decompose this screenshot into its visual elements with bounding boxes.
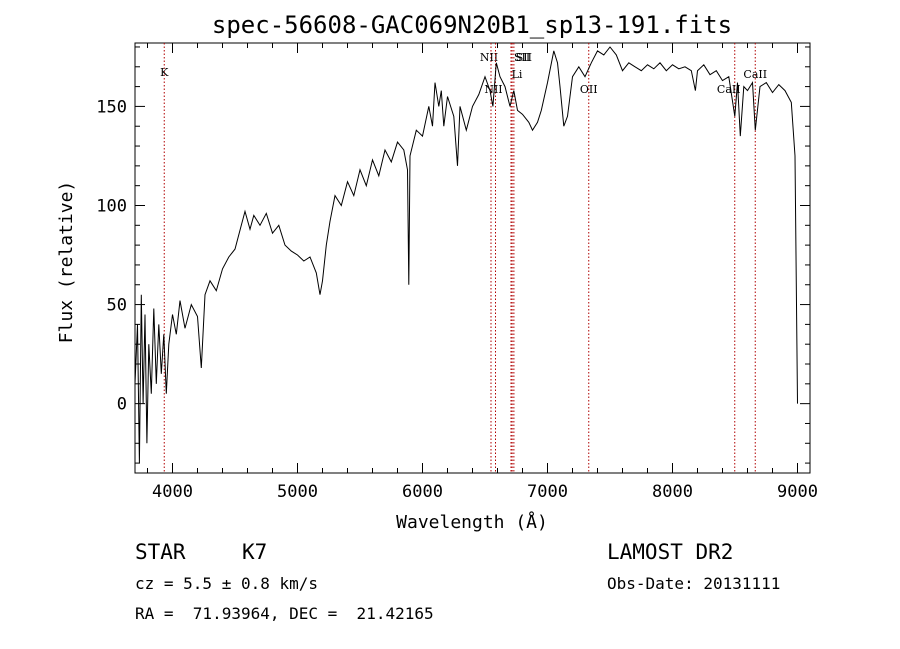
spectral-line-label: K [160,66,169,79]
spectral-line-label: SII [516,51,532,64]
spectral-line-label: CaII [743,68,767,81]
spectral-line-label: CaII [717,83,741,96]
x-axis-label: Wavelength (Å) [396,511,548,533]
redshift-cz: cz = 5.5 ± 0.8 km/s [135,574,319,593]
x-tick-label: 8000 [652,482,693,502]
y-tick-label: 150 [96,97,127,117]
spectrum-chart: spec-56608-GAC069N20B1_sp13-191.fits K NI… [56,11,818,533]
spectral-line-label: OII [580,83,598,96]
y-axis-label: Flux (relative) [56,181,77,344]
ra-dec: RA = 71.93964, DEC = 21.42165 [135,604,434,623]
object-subclass: K7 [242,540,268,564]
chart-title: spec-56608-GAC069N20B1_sp13-191.fits [212,11,732,39]
x-tick-label: 6000 [402,482,443,502]
x-tick-label: 5000 [277,482,318,502]
x-tick-label: 7000 [527,482,568,502]
y-tick-label: 0 [117,395,127,415]
x-tick-label: 9000 [777,482,818,502]
spectral-line-label: NII [480,51,498,64]
spectral-line-label: SII [514,51,530,64]
y-tick-label: 100 [96,196,127,216]
observation-date: Obs-Date: 20131111 [607,574,781,593]
x-tick-label: 4000 [152,482,193,502]
object-class: STAR [135,540,186,564]
y-tick-label: 50 [107,296,127,316]
survey-name: LAMOST DR2 [607,540,734,564]
spectral-line-label: Li [512,68,523,81]
spectrum-series-line [134,46,798,464]
axis-ticks-layer: 4000 5000 6000 7000 8000 9000 0 50 100 150 [96,43,818,502]
